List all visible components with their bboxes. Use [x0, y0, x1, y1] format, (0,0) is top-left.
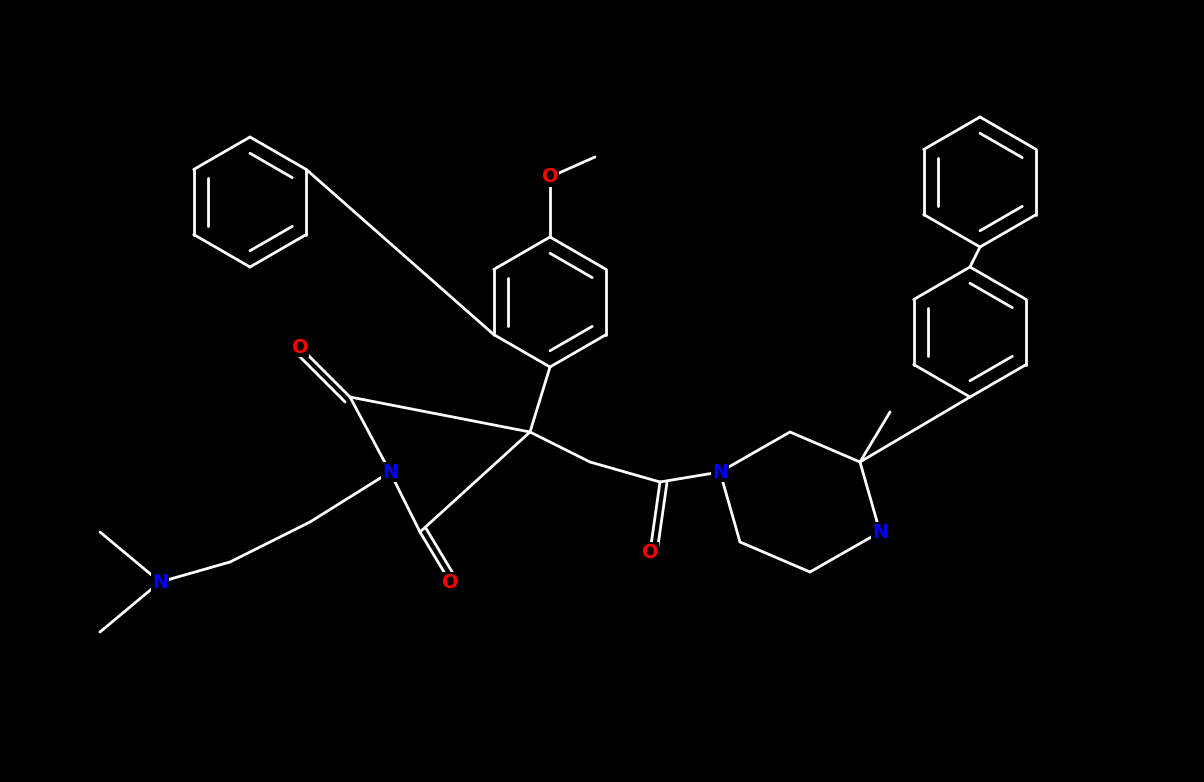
- Text: O: O: [642, 543, 659, 561]
- Text: N: N: [712, 462, 728, 482]
- Text: O: O: [442, 572, 459, 591]
- Text: N: N: [382, 462, 399, 482]
- Text: O: O: [542, 167, 559, 186]
- Text: N: N: [872, 522, 889, 541]
- Text: N: N: [152, 572, 169, 591]
- Text: O: O: [291, 338, 308, 357]
